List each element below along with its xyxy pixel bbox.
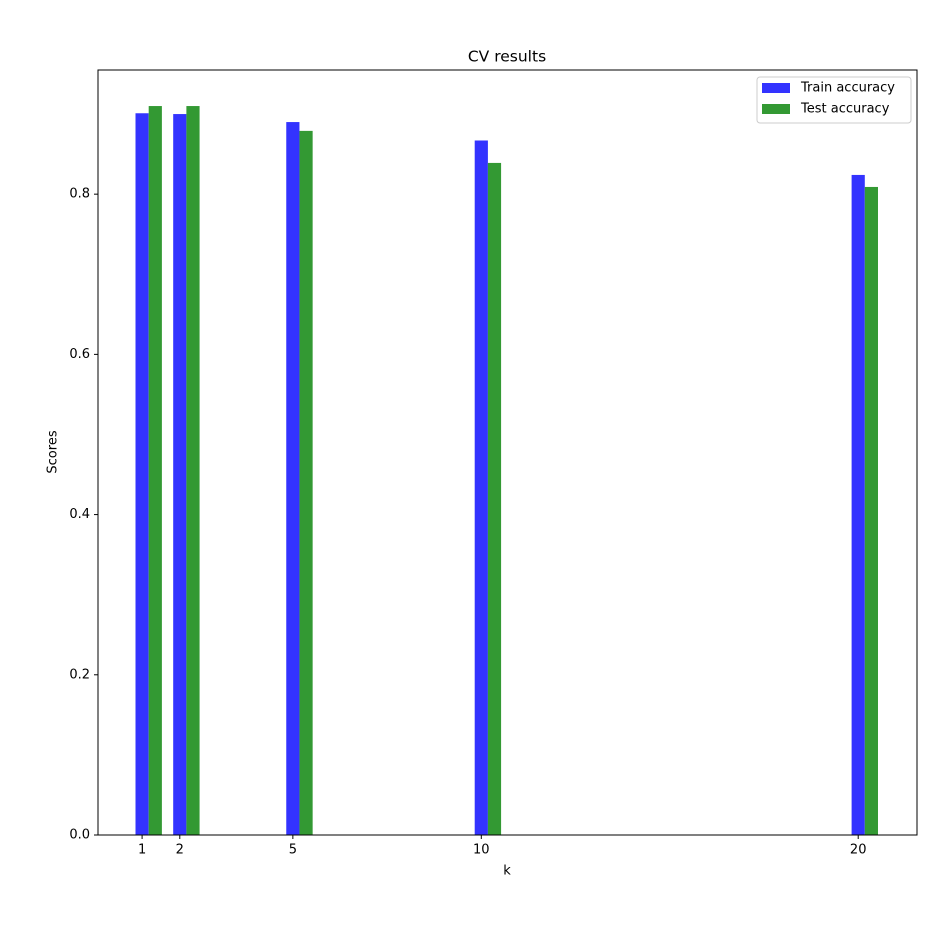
- bar: [474, 140, 488, 836]
- bar: [851, 174, 865, 835]
- legend-label: Test accuracy: [800, 102, 890, 117]
- legend-label: Train accuracy: [800, 81, 895, 96]
- plot-frame: [97, 69, 918, 836]
- bar: [135, 113, 149, 836]
- chart-title: CV results: [468, 48, 546, 66]
- bar: [864, 186, 878, 835]
- legend-box: [756, 76, 912, 124]
- x-tick-label: 5: [289, 843, 297, 858]
- legend-swatch: [762, 104, 790, 114]
- bar: [299, 130, 313, 835]
- bar: [286, 122, 300, 836]
- x-tick-label: 20: [850, 843, 867, 858]
- y-tick-label: 0.0: [69, 828, 90, 843]
- y-axis-label: Scores: [46, 430, 61, 473]
- y-tick-label: 0.2: [69, 667, 90, 682]
- bar: [487, 162, 502, 836]
- x-tick-label: 2: [176, 843, 184, 858]
- x-tick-label: 10: [473, 843, 490, 858]
- x-axis-label: k: [503, 864, 511, 879]
- bar: [186, 106, 200, 835]
- legend-swatch: [762, 83, 790, 93]
- y-tick-label: 0.4: [69, 507, 90, 522]
- y-tick-label: 0.6: [69, 347, 90, 362]
- bar: [173, 114, 187, 835]
- bar: [148, 106, 162, 835]
- y-tick-label: 0.8: [69, 187, 90, 202]
- x-tick-label: 1: [138, 843, 146, 858]
